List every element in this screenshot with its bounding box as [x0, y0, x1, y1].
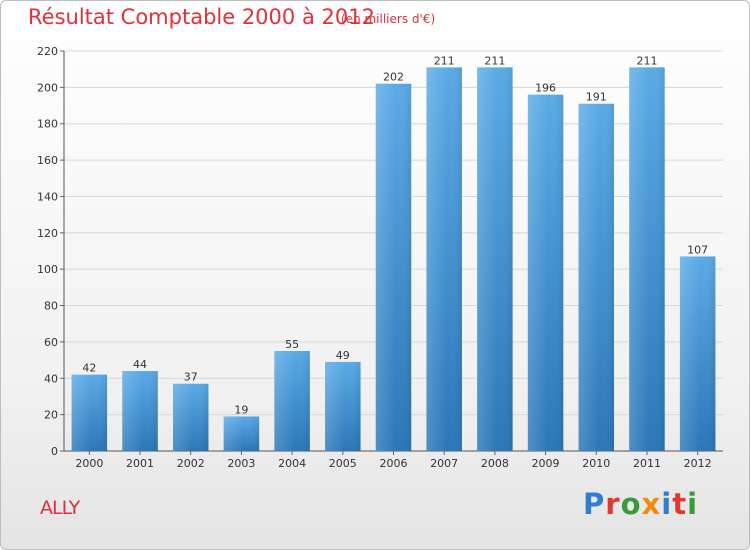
x-tick-label: 2011: [633, 457, 661, 470]
bar-shade: [71, 374, 108, 451]
y-tick-label: 0: [51, 445, 58, 458]
x-tick-label: 2004: [278, 457, 306, 470]
logo-letter: o: [620, 487, 642, 521]
logo-letter: r: [605, 487, 621, 521]
data-label: 42: [82, 362, 96, 375]
x-tick-label: 2006: [380, 457, 408, 470]
y-tick-label: 100: [37, 263, 58, 276]
bar-shade: [477, 67, 513, 451]
x-tick-label: 2002: [177, 457, 205, 470]
chart-title: Résultat Comptable 2000 à 2012: [28, 5, 375, 29]
logo-letter: x: [641, 487, 662, 521]
bar-shade: [325, 361, 361, 451]
data-label: 202: [383, 71, 404, 84]
data-label: 211: [636, 54, 657, 67]
data-label: 196: [535, 82, 556, 95]
logo-letter: i: [687, 487, 699, 521]
y-tick-label: 40: [44, 372, 58, 385]
data-label: 191: [586, 91, 607, 104]
bar-shade: [274, 351, 310, 451]
bar-shade: [578, 103, 615, 452]
x-tick-label: 2005: [329, 457, 357, 470]
data-label: 55: [285, 338, 299, 351]
bar-shade: [629, 67, 665, 451]
logo-letter: P: [583, 487, 606, 521]
y-tick-label: 220: [37, 45, 58, 58]
logo-letter: t: [672, 487, 688, 521]
chart-subtitle: (en milliers d'€): [341, 12, 436, 26]
y-tick-label: 200: [37, 81, 58, 94]
y-tick-label: 140: [37, 190, 58, 203]
y-tick-label: 60: [44, 336, 58, 349]
data-label: 19: [234, 403, 248, 416]
data-label: 37: [184, 371, 198, 384]
y-tick-label: 180: [37, 118, 58, 131]
labels: 0 20 40 60 80 100 120 140 160 180 200 220 2000 42 2001…: [37, 45, 712, 470]
bar-shade: [426, 67, 462, 451]
data-label: 49: [336, 349, 350, 362]
bar-shade: [375, 83, 412, 452]
x-tick-label: 2000: [75, 457, 103, 470]
bar-shade: [122, 371, 158, 451]
bar-shade: [679, 256, 716, 451]
data-label: 211: [484, 54, 505, 67]
x-tick-label: 2010: [582, 457, 610, 470]
bar-shade: [223, 416, 260, 451]
y-tick-label: 120: [37, 227, 58, 240]
x-tick-label: 2009: [532, 457, 560, 470]
bars: [71, 67, 716, 452]
data-label: 44: [133, 358, 147, 371]
commune-name: ALLY: [40, 497, 80, 519]
x-tick-label: 2003: [227, 457, 255, 470]
y-tick-label: 20: [44, 409, 58, 422]
data-label: 211: [434, 54, 455, 67]
y-tick-label: 80: [44, 300, 58, 313]
x-tick-label: 2007: [430, 457, 458, 470]
logo-letter: i: [661, 487, 673, 521]
x-tick-label: 2008: [481, 457, 509, 470]
data-label: 107: [687, 243, 708, 256]
x-tick-label: 2012: [684, 457, 712, 470]
x-tick-label: 2001: [126, 457, 154, 470]
bar-shade: [172, 383, 209, 451]
bar-shade: [527, 94, 564, 452]
y-tick-label: 160: [37, 154, 58, 167]
proxiti-logo[interactable]: Proxiti: [583, 487, 698, 521]
